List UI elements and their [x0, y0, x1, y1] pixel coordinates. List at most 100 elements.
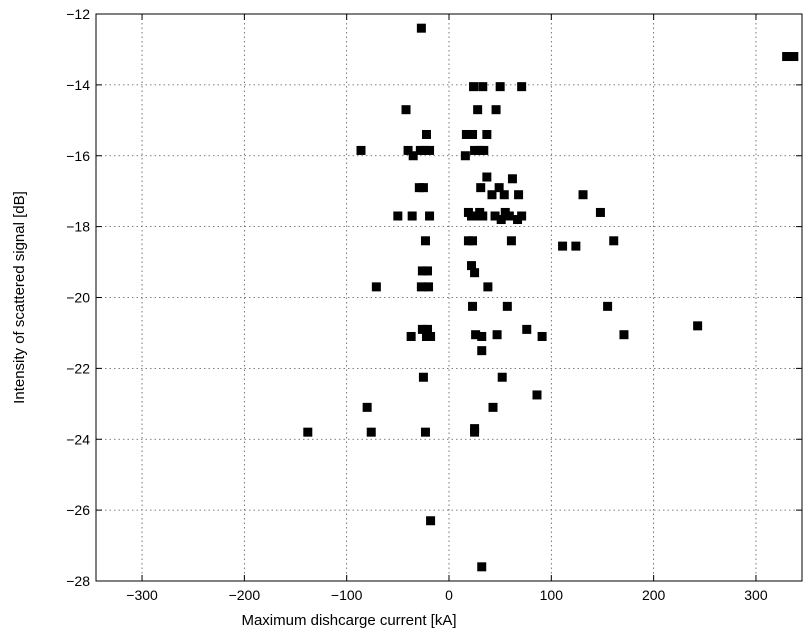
- data-point: [470, 427, 480, 437]
- data-point: [407, 211, 417, 221]
- data-point: [478, 211, 488, 221]
- data-point: [499, 190, 509, 200]
- data-point: [483, 282, 493, 292]
- x-tick-label: −100: [331, 587, 363, 603]
- data-point: [496, 215, 506, 225]
- data-point: [420, 427, 430, 437]
- data-point: [502, 301, 512, 311]
- data-point: [507, 174, 517, 184]
- data-point: [471, 330, 481, 340]
- y-tick-label: −12: [66, 6, 90, 22]
- data-point: [595, 207, 605, 217]
- x-tick-label: 100: [540, 587, 564, 603]
- data-point: [578, 190, 588, 200]
- data-point: [782, 52, 792, 62]
- data-point: [418, 183, 428, 193]
- data-point: [492, 330, 502, 340]
- data-point: [473, 105, 483, 115]
- data-point: [537, 331, 547, 341]
- data-point: [479, 145, 489, 155]
- y-tick-label: −14: [66, 77, 90, 93]
- plot-frame: [95, 13, 803, 582]
- data-point: [504, 211, 514, 221]
- data-point: [494, 183, 504, 193]
- tick-labels: −300 −200 −100 0 100 200 300 −28 −26 −24 −22 −20 −18…: [66, 6, 768, 603]
- data-point: [423, 324, 433, 334]
- x-tick-label: 200: [642, 587, 666, 603]
- data-point: [477, 562, 487, 572]
- data-point: [477, 346, 487, 356]
- x-tick-label: −200: [229, 587, 261, 603]
- data-point: [495, 82, 505, 92]
- data-point: [478, 82, 488, 92]
- y-tick-label: −16: [66, 148, 90, 164]
- data-point: [416, 282, 426, 292]
- data-point: [371, 282, 381, 292]
- y-tick-label: −28: [66, 573, 90, 589]
- data-point: [693, 321, 703, 331]
- data-point: [303, 427, 313, 437]
- data-point: [571, 241, 581, 251]
- data-point: [426, 331, 436, 341]
- data-point: [425, 211, 435, 221]
- data-point: [417, 266, 427, 276]
- data-point: [366, 427, 376, 437]
- y-tick-label: −26: [66, 502, 90, 518]
- data-point: [476, 183, 486, 193]
- data-point: [423, 266, 433, 276]
- data-point: [470, 145, 480, 155]
- grid: [96, 13, 802, 582]
- data-point: [517, 82, 527, 92]
- data-point: [619, 330, 629, 340]
- data-point: [497, 372, 507, 382]
- data-point: [468, 236, 478, 246]
- y-tick-label: −22: [66, 360, 90, 376]
- data-point: [532, 390, 542, 400]
- data-point: [468, 129, 478, 139]
- data-point: [789, 52, 799, 62]
- data-point: [514, 190, 524, 200]
- y-axis-label: Intensity of scattered signal [dB]: [11, 191, 28, 404]
- data-point: [356, 145, 366, 155]
- data-point: [469, 82, 479, 92]
- y-tick-label: −18: [66, 219, 90, 235]
- data-point: [558, 241, 568, 251]
- data-point: [426, 516, 436, 526]
- x-tick-label: 300: [744, 587, 768, 603]
- data-point: [467, 261, 477, 271]
- data-point: [506, 236, 516, 246]
- data-point: [420, 236, 430, 246]
- data-point: [417, 324, 427, 334]
- data-points: [303, 23, 799, 572]
- y-tick-label: −20: [66, 290, 90, 306]
- data-point: [403, 145, 413, 155]
- data-point: [491, 105, 501, 115]
- data-point: [419, 145, 429, 155]
- data-point: [482, 129, 492, 139]
- data-point: [416, 23, 426, 33]
- data-point: [488, 402, 498, 412]
- data-point: [362, 402, 372, 412]
- data-point: [490, 211, 500, 221]
- data-point: [609, 236, 619, 246]
- data-point: [487, 190, 497, 200]
- data-point: [406, 331, 416, 341]
- data-point: [460, 151, 470, 161]
- data-point: [425, 145, 435, 155]
- data-point: [482, 172, 492, 182]
- data-point: [424, 282, 434, 292]
- data-point: [421, 129, 431, 139]
- data-point: [467, 211, 477, 221]
- data-point: [522, 324, 532, 334]
- data-point: [461, 129, 471, 139]
- data-point: [603, 301, 613, 311]
- y-tick-label: −24: [66, 431, 90, 447]
- data-point: [477, 331, 487, 341]
- data-point: [393, 211, 403, 221]
- data-point: [468, 301, 478, 311]
- data-point: [517, 211, 527, 221]
- x-tick-label: 0: [445, 587, 453, 603]
- data-point: [401, 105, 411, 115]
- x-axis-label: Maximum dishcarge current [kA]: [241, 612, 456, 629]
